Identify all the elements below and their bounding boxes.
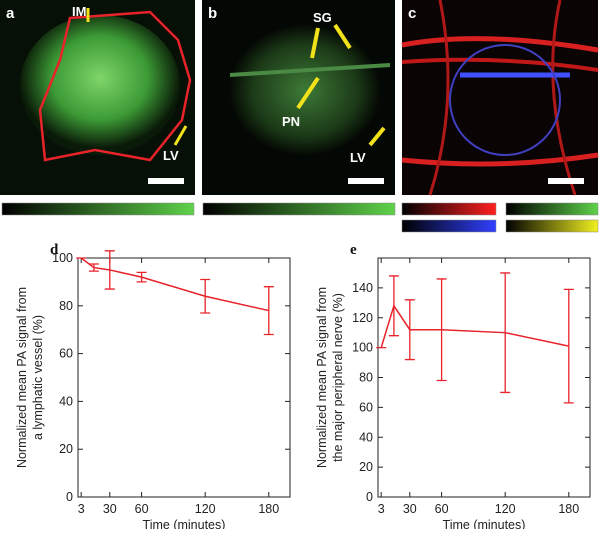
colorbar: [505, 219, 599, 233]
panel-label: e: [350, 242, 357, 258]
x-tick-label: 120: [195, 502, 216, 516]
plot-frame: [377, 257, 591, 498]
plot-frame: [77, 257, 291, 498]
annotation: IM: [72, 4, 86, 19]
x-tick-label: 3: [378, 502, 385, 516]
x-axis-label: Time (minutes): [143, 518, 226, 529]
y-tick-label: 140: [352, 281, 373, 295]
y-tick-label: 0: [366, 490, 373, 504]
y-tick-label: 20: [59, 442, 73, 456]
y-tick-label: 60: [359, 400, 373, 414]
y-tick-label: 0: [66, 490, 73, 504]
error-bar: [263, 286, 274, 336]
panel-label: b: [208, 5, 217, 22]
annotation: SG: [313, 10, 332, 25]
error-bar: [200, 278, 211, 314]
x-axis-label: Time (minutes): [443, 518, 526, 529]
image-c: c: [401, 0, 599, 196]
colorbar: [1, 202, 195, 216]
y-axis-label: the major peripheral nerve (%): [331, 293, 345, 462]
x-tick-label: 120: [495, 502, 516, 516]
error-bar: [388, 275, 399, 337]
y-tick-label: 80: [359, 371, 373, 385]
x-tick-label: 180: [258, 502, 279, 516]
data-line: [80, 257, 269, 312]
error-bar: [436, 278, 447, 382]
x-tick-label: 30: [103, 502, 117, 516]
y-tick-label: 80: [59, 299, 73, 313]
colorbar: [401, 219, 497, 233]
y-tick-label: 60: [59, 347, 73, 361]
x-tick-label: 3: [78, 502, 85, 516]
error-bar: [88, 263, 99, 272]
error-bar: [136, 271, 147, 283]
image-b: b SG PN LV: [202, 0, 395, 195]
x-tick-label: 60: [135, 502, 149, 516]
error-bar: [563, 288, 574, 404]
panel-label: c: [408, 5, 416, 22]
colorbar: [202, 202, 396, 216]
y-axis-label: Normalized mean PA signal from: [15, 287, 29, 468]
y-tick-label: 120: [352, 311, 373, 325]
y-axis-label: Normalized mean PA signal from: [315, 287, 329, 468]
image-a: a IM LV: [0, 0, 195, 195]
panel-label: d: [50, 242, 59, 258]
error-bar: [104, 250, 115, 290]
error-bar: [500, 272, 511, 394]
y-axis-label: a lymphatic vessel (%): [31, 315, 45, 440]
x-tick-label: 180: [558, 502, 579, 516]
colorbar: [505, 202, 599, 216]
error-bar: [404, 299, 415, 361]
y-tick-label: 40: [59, 394, 73, 408]
annotation: LV: [350, 150, 366, 165]
y-tick-label: 100: [352, 341, 373, 355]
annotation: LV: [163, 148, 179, 163]
y-tick-label: 100: [52, 251, 73, 265]
data-line: [380, 304, 569, 348]
x-tick-label: 30: [403, 502, 417, 516]
panel-label: a: [6, 5, 15, 22]
colorbar: [401, 202, 497, 216]
annotation: PN: [282, 114, 300, 129]
y-tick-label: 20: [359, 460, 373, 474]
y-tick-label: 40: [359, 430, 373, 444]
x-tick-label: 60: [435, 502, 449, 516]
